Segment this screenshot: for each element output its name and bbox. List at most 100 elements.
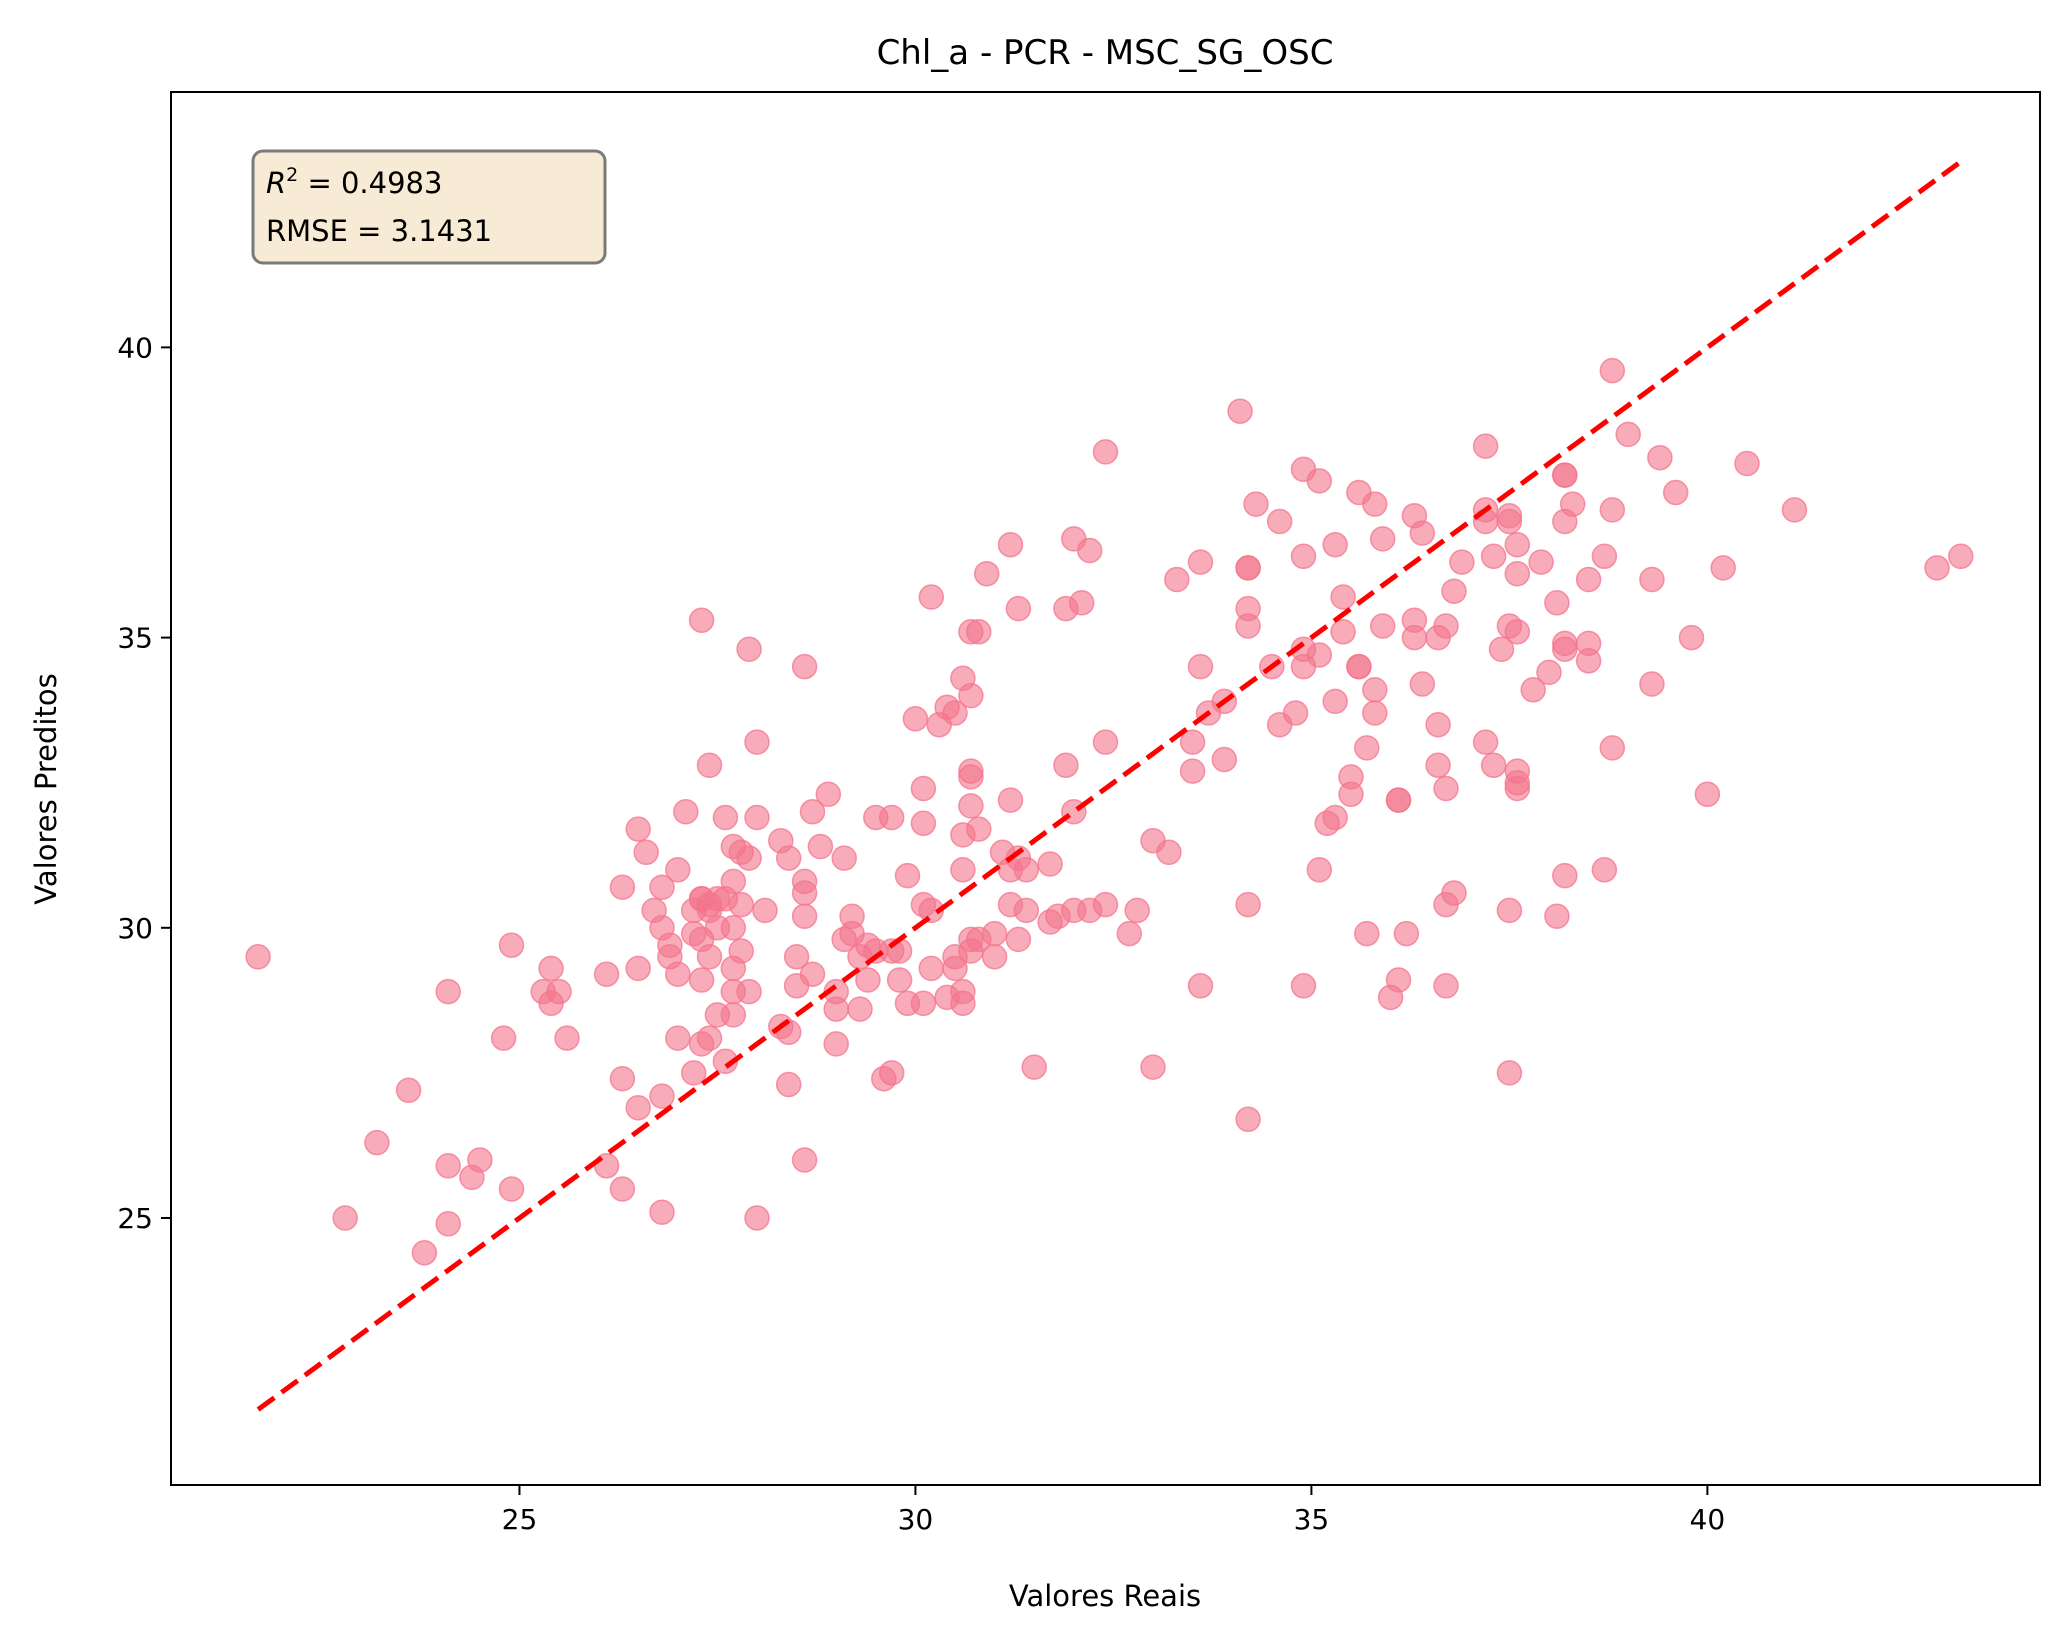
data-point-244 (1480, 543, 1507, 570)
y-tick-label-2: 35 (117, 622, 153, 655)
data-point-11 (498, 1176, 525, 1202)
data-point-252 (1504, 531, 1531, 558)
data-point-218 (1369, 526, 1396, 552)
data-point-276 (1599, 497, 1626, 523)
data-point-67 (736, 636, 762, 662)
data-point-172 (1156, 839, 1182, 866)
data-point-4 (411, 1240, 438, 1266)
data-point-68 (736, 845, 762, 871)
data-point-233 (1433, 613, 1459, 639)
data-point-2 (364, 1129, 390, 1156)
r-squared-exponent: 2 (286, 164, 298, 186)
data-point-104 (878, 804, 905, 831)
data-point-106 (878, 1060, 905, 1086)
data-point-175 (1179, 758, 1206, 784)
data-point-111 (902, 706, 929, 732)
data-point-148 (1005, 595, 1032, 622)
data-point-145 (997, 787, 1024, 813)
data-point-187 (1235, 891, 1261, 918)
data-point-277 (1599, 735, 1626, 761)
points-layer (245, 357, 1974, 1266)
data-point-100 (855, 967, 881, 993)
data-point-227 (1401, 624, 1428, 651)
data-point-287 (1781, 497, 1808, 523)
x-axis-label: Valores Reais (1009, 1579, 1201, 1613)
data-point-234 (1433, 775, 1459, 802)
data-point-34 (665, 857, 691, 883)
data-point-201 (1306, 857, 1333, 883)
y-tick-label-3: 40 (117, 331, 153, 364)
data-point-254 (1504, 619, 1531, 645)
data-point-246 (1488, 636, 1515, 662)
data-point-129 (950, 990, 976, 1017)
data-point-153 (1021, 1054, 1047, 1080)
data-point-278 (1615, 421, 1641, 448)
data-point-37 (673, 798, 699, 825)
data-point-184 (1235, 555, 1261, 581)
data-point-284 (1694, 781, 1721, 808)
data-point-24 (625, 955, 651, 982)
data-point-141 (981, 920, 1008, 947)
data-point-289 (1948, 543, 1974, 570)
data-point-189 (1243, 491, 1269, 517)
data-point-195 (1290, 543, 1317, 570)
data-point-260 (1536, 659, 1562, 686)
data-point-213 (1354, 735, 1380, 761)
data-point-83 (791, 880, 818, 906)
data-point-78 (775, 845, 802, 871)
x-tick-label-2: 35 (1294, 1503, 1330, 1536)
data-point-35 (665, 961, 691, 987)
data-point-30 (649, 1083, 675, 1109)
data-point-245 (1480, 752, 1507, 779)
data-point-86 (799, 798, 826, 825)
data-point-237 (1441, 578, 1467, 604)
data-point-65 (728, 891, 754, 918)
data-point-177 (1187, 653, 1214, 680)
data-point-87 (799, 961, 826, 987)
data-point-9 (467, 1147, 493, 1173)
r-squared-label: R2 = 0.4983 (266, 164, 442, 200)
x-axis-ticks: 25 30 35 40 (502, 1485, 1725, 1536)
data-point-89 (815, 781, 842, 808)
data-point-140 (973, 560, 1000, 587)
data-point-14 (538, 955, 564, 982)
data-point-251 (1496, 1060, 1523, 1086)
data-point-131 (958, 682, 984, 709)
data-point-214 (1354, 920, 1380, 947)
data-point-51 (696, 752, 723, 779)
data-point-73 (752, 897, 778, 924)
data-point-10 (490, 1025, 517, 1051)
data-point-109 (894, 862, 921, 889)
data-point-274 (1591, 857, 1618, 883)
data-point-108 (886, 967, 913, 993)
data-point-232 (1425, 752, 1451, 779)
data-point-76 (775, 1071, 802, 1098)
data-point-92 (823, 1031, 849, 1057)
data-point-49 (696, 944, 723, 970)
data-point-188 (1235, 1106, 1261, 1133)
data-point-118 (918, 955, 945, 982)
data-point-273 (1591, 543, 1618, 570)
data-point-142 (981, 944, 1008, 970)
data-point-222 (1385, 787, 1412, 813)
data-point-133 (958, 764, 984, 790)
data-point-21 (609, 1065, 636, 1092)
data-point-215 (1362, 491, 1388, 517)
data-point-171 (1140, 1054, 1166, 1080)
data-point-12 (498, 932, 525, 958)
data-point-50 (696, 1025, 723, 1051)
data-point-31 (649, 1199, 675, 1225)
data-point-41 (688, 607, 715, 633)
data-point-248 (1496, 508, 1523, 535)
data-point-282 (1662, 479, 1689, 506)
data-point-71 (744, 804, 770, 831)
data-point-28 (649, 874, 675, 900)
data-point-272 (1575, 648, 1602, 674)
data-point-258 (1520, 677, 1546, 703)
data-point-206 (1330, 584, 1356, 610)
data-point-98 (847, 996, 873, 1022)
data-point-204 (1322, 688, 1348, 715)
data-point-193 (1282, 700, 1309, 726)
data-point-17 (554, 1025, 580, 1051)
data-point-281 (1647, 444, 1673, 471)
